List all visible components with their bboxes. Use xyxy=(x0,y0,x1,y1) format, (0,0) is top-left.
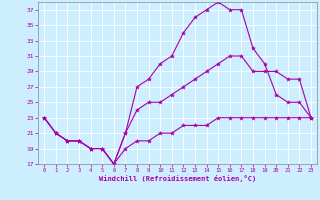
X-axis label: Windchill (Refroidissement éolien,°C): Windchill (Refroidissement éolien,°C) xyxy=(99,175,256,182)
